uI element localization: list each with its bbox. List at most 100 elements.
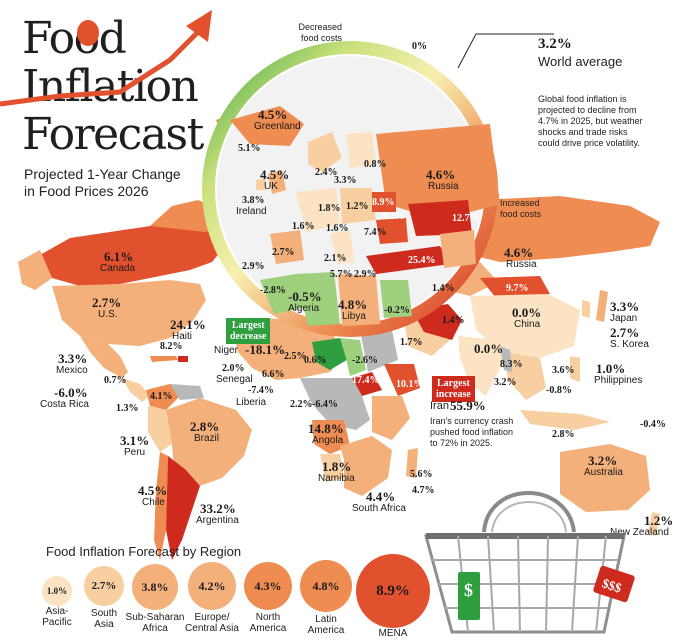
label-iceland-value: 5.1%: [238, 143, 261, 154]
map-peru: [148, 406, 172, 452]
map-myanmar: [500, 346, 512, 372]
label-south-africa-name: South Africa: [352, 503, 406, 514]
map-haiti: [178, 356, 188, 362]
europe-inset: [202, 41, 500, 337]
label-south-africa-value: 4.4%: [366, 489, 396, 504]
label-cyprus-value: 2.9%: [354, 269, 377, 280]
map-ethiopia: [384, 364, 420, 396]
map-central-africa: [300, 378, 370, 430]
label-algeria-value: -0.5%: [288, 289, 322, 304]
inset-caucasus: [440, 230, 476, 268]
basket-tag-left: $: [464, 580, 473, 600]
region-label-north-america: North America: [249, 612, 287, 634]
label-mongolia-value: 9.7%: [506, 283, 529, 294]
label-us-value: 2.7%: [92, 295, 122, 310]
world-average-pointer: [457, 33, 554, 69]
apple-icon: [77, 20, 99, 46]
label-chile-name: Chile: [142, 497, 165, 508]
label-togo-value: -6.4%: [312, 399, 338, 410]
label-russia-name: Russia: [506, 259, 537, 270]
map-southern-africa: [340, 436, 392, 496]
map-us: [52, 280, 206, 346]
largest-increase-tag: Largest increase: [432, 376, 475, 402]
world-average-label: World average: [538, 54, 623, 69]
map-colombia: [146, 384, 180, 410]
map-chad: [340, 338, 366, 376]
label-uzbekistan-value: 1.4%: [432, 283, 455, 294]
region-bubble-sub-saharan: 3.8%: [132, 564, 178, 610]
gauge-increased-label: Increased food costs: [500, 198, 542, 219]
region-label-south-asia: South Asia: [90, 608, 118, 630]
label-costa-rica-value: -6.0%: [54, 385, 88, 400]
label-costa-rica-name: Costa Rica: [40, 399, 89, 410]
label-morocco-value: -2.8%: [260, 285, 286, 296]
map-mongolia: [480, 276, 550, 298]
label-cuba-value: 8.2%: [160, 341, 183, 352]
map-namibia: [320, 454, 344, 482]
label-poland-value: 1.2%: [346, 201, 369, 212]
label-canada-value: 6.1%: [104, 249, 134, 264]
label-mali-value: 2.5%: [284, 351, 307, 362]
inset-ireland: [256, 178, 266, 190]
inset-finland: [346, 132, 376, 168]
region-label-europe-central-asia: Europe/Central Asia: [185, 612, 239, 634]
iran-callout-note: Iran's currency crash pushed food inflat…: [430, 416, 514, 448]
label-philippines-value: 1.0%: [596, 361, 626, 376]
label-finland-value: 0.8%: [364, 159, 387, 170]
label-chad-value: -2.6%: [352, 355, 378, 366]
iran-callout-name: Iran: [430, 400, 449, 412]
map-brazil: [166, 398, 252, 486]
label-russia-inset-name: Russia: [428, 181, 459, 192]
map-canada: [40, 222, 225, 286]
map-angola: [312, 420, 350, 454]
region-label-mena: MENA: [378, 628, 408, 639]
inset-belarus: [372, 192, 396, 212]
label-sierra-value: 6.6%: [262, 369, 285, 380]
inset-hungary: [376, 218, 408, 244]
label-senegal-name: Senegal: [216, 374, 253, 385]
label-russia-inset-value: 4.6%: [426, 167, 456, 182]
inset-algeria: [296, 272, 340, 326]
map-s-sudan: [352, 372, 382, 396]
inset-uk: [268, 170, 286, 194]
label-madagascar-value: 5.6%: [410, 469, 433, 480]
label-s-korea-name: S. Korea: [610, 339, 649, 350]
label-kazakhstan-value: 12.7%: [452, 213, 480, 224]
label-ireland-name: Ireland: [236, 206, 267, 217]
label-haiti-value: 24.1%: [170, 317, 206, 332]
inset-scandinavia: [308, 132, 342, 172]
label-australia-name: Australia: [584, 467, 623, 478]
inset-russia: [376, 124, 500, 220]
map-australia: [560, 444, 650, 512]
largest-decrease-tag: Largest decrease: [226, 318, 271, 344]
map-central-am: [122, 378, 150, 402]
label-senegal-value: 2.0%: [222, 363, 245, 374]
map-sudan: [360, 330, 398, 372]
label-uk-value: 4.5%: [260, 167, 290, 182]
inset-italy: [330, 230, 354, 264]
label-us-name: U.S.: [98, 309, 118, 320]
region-bubble-asia-pacific: 1.0%: [42, 576, 72, 606]
gauge-decreased-label: Decreased food costs: [298, 22, 342, 43]
label-colombia-value: 4.1%: [150, 391, 173, 402]
label-russia-value: 4.6%: [504, 245, 534, 260]
label-new-zealand-name: New Zealand: [610, 527, 669, 538]
inset-west-europe: [296, 188, 340, 232]
label-japan-name: Japan: [610, 313, 638, 324]
label-china-name: China: [514, 319, 541, 330]
label-saudi-value: 1.7%: [400, 337, 423, 348]
label-angola-value: 14.8%: [308, 421, 344, 436]
inset-kazakhstan: [408, 200, 472, 236]
label-laos-value: 8.3%: [500, 359, 523, 370]
map-niger: [312, 338, 350, 370]
map-mexico: [80, 336, 128, 378]
label-algeria-name: Algeria: [288, 303, 320, 314]
subtitle-line-1: Projected 1-Year Change: [24, 166, 181, 182]
shopping-basket-icon: [424, 491, 635, 634]
label-libya-name: Libya: [342, 311, 366, 322]
label-turkey-value: 25.4%: [408, 255, 436, 266]
gauge-zero-value: 0%: [412, 41, 427, 52]
label-china-value: 0.0%: [512, 305, 542, 320]
label-argentina-name: Argentina: [196, 515, 239, 526]
